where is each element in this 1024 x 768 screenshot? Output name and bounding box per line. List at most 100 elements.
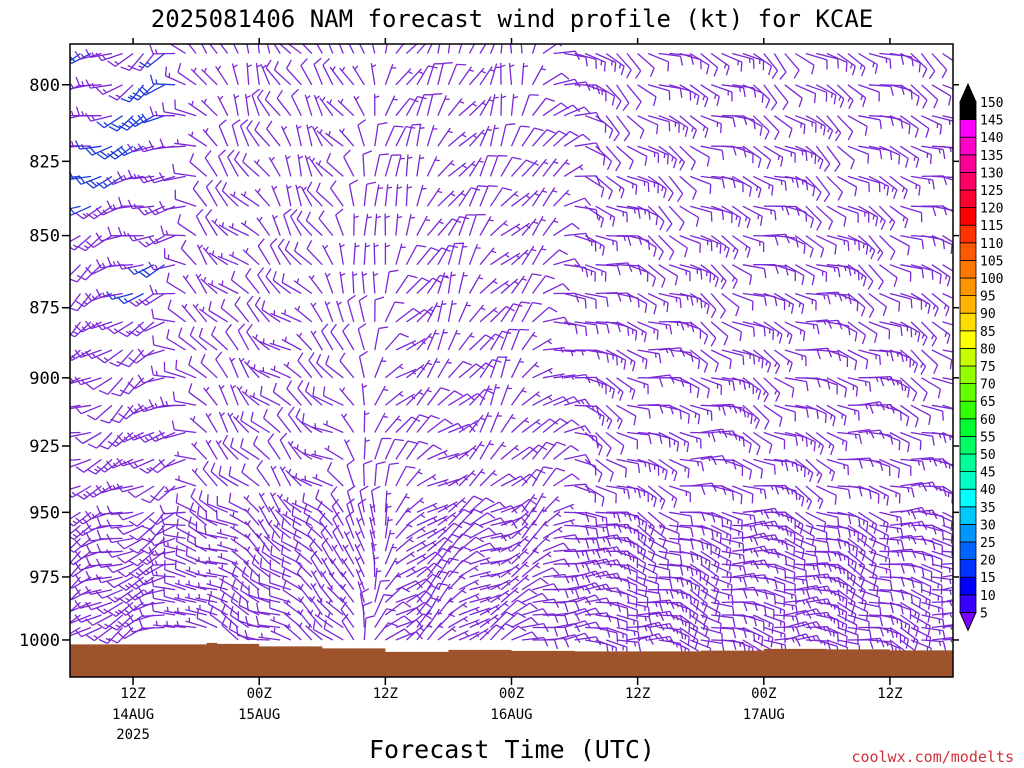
wind-barb-12h-950hpa: [106, 505, 134, 516]
wind-barb-28h-990hpa: [283, 599, 302, 616]
wind-barb-52h-995hpa: [553, 622, 581, 633]
wind-barb-11h-880hpa: [95, 321, 123, 331]
wind-barb-58h-985hpa: [616, 601, 638, 620]
wind-barb-87h-800hpa: [921, 84, 939, 109]
wind-barb-31h-850hpa: [318, 210, 334, 237]
wind-barb-27h-820hpa: [280, 125, 292, 147]
wind-barb-50h-995hpa: [532, 626, 559, 637]
wind-barb-16h-880hpa: [151, 308, 176, 323]
wind-barb-62h-830hpa: [658, 175, 674, 202]
x-axis-label: Forecast Time (UTC): [369, 735, 655, 764]
wind-barb-12h-980hpa: [107, 589, 134, 603]
wind-barb-54h-930hpa: [574, 458, 597, 476]
wind-barb-46h-890hpa: [489, 330, 512, 351]
wind-barb-63h-900hpa: [669, 377, 692, 394]
wind-barb-51h-790hpa: [542, 44, 562, 55]
wind-barb-38h-830hpa: [405, 154, 413, 177]
wind-barb-35h-900hpa: [374, 357, 387, 379]
wind-barb-35h-930hpa: [374, 437, 392, 460]
wind-barb-54h-850hpa: [574, 234, 597, 252]
wind-barb-38h-800hpa: [405, 68, 424, 86]
wind-barb-57h-830hpa: [605, 175, 625, 199]
wind-barb-84h-830hpa: [889, 175, 908, 200]
wind-barb-23h-980hpa: [231, 566, 250, 591]
wind-barb-82h-955hpa: [868, 524, 890, 546]
wind-barb-78h-840hpa: [826, 205, 847, 227]
wind-barb-44h-850hpa: [468, 214, 486, 236]
wind-barb-56h-810hpa: [595, 115, 614, 139]
wind-barb-71h-930hpa: [753, 458, 776, 475]
wind-barb-27h-965hpa: [271, 530, 292, 552]
wind-barb-39h-980hpa: [416, 573, 442, 591]
wind-barb-78h-820hpa: [826, 145, 841, 172]
wind-barb-12h-900hpa: [111, 377, 134, 397]
wind-barb-33h-830hpa: [343, 149, 355, 177]
plot-inner: [70, 44, 953, 677]
colorbar-label-10: 10: [980, 589, 996, 604]
wind-barb-82h-840hpa: [868, 205, 886, 230]
wind-barb-18h-910hpa: [172, 391, 197, 406]
wind-barb-35h-920hpa: [374, 412, 388, 433]
wind-barb-17h-955hpa: [160, 514, 186, 527]
wind-barb-35h-880hpa: [374, 296, 385, 322]
wind-barb-67h-790hpa: [710, 52, 730, 76]
wind-barb-66h-900hpa: [700, 377, 723, 395]
wind-barb-50h-965hpa: [532, 535, 551, 552]
wind-barb-83h-990hpa: [879, 614, 903, 630]
wind-barb-47h-910hpa: [500, 384, 512, 406]
wind-barb-54h-800hpa: [574, 84, 601, 95]
wind-barb-68h-910hpa: [721, 404, 747, 418]
wind-barb-39h-830hpa: [416, 154, 425, 177]
wind-barb-70h-930hpa: [742, 458, 764, 479]
x-tick-label: 00Z: [247, 686, 272, 702]
colorbar-label-25: 25: [980, 536, 996, 551]
wind-barb-48h-995hpa: [511, 616, 539, 629]
wind-barb-28h-840hpa: [295, 184, 302, 207]
wind-barb-88h-890hpa: [931, 349, 953, 370]
colorbar-swatch-95: [959, 295, 977, 314]
wind-barb-76h-940hpa: [805, 485, 824, 510]
wind-barb-40h-890hpa: [426, 329, 440, 351]
wind-barb-17h-995hpa: [163, 620, 186, 629]
wind-barb-44h-910hpa: [469, 388, 494, 406]
wind-barb-39h-850hpa: [416, 215, 431, 236]
wind-barb-81h-860hpa: [857, 264, 874, 290]
wind-barb-15h-930hpa: [139, 458, 166, 474]
wind-barb-74h-800hpa: [784, 84, 803, 108]
wind-barb-17h-850hpa: [160, 225, 186, 237]
wind-barb-50h-975hpa: [532, 567, 560, 578]
wind-barb-36h-960hpa: [384, 516, 393, 539]
wind-barb-9h-955hpa: [74, 524, 102, 537]
wind-barb-28h-810hpa: [291, 88, 302, 116]
wind-barb-22h-965hpa: [217, 541, 239, 552]
wind-barb-47h-980hpa: [500, 575, 520, 591]
wind-barb-50h-790hpa: [531, 44, 537, 54]
colorbar-label-80: 80: [980, 342, 996, 357]
wind-barb-30h-1000hpa: [305, 623, 323, 641]
wind-barb-50h-980hpa: [532, 583, 560, 592]
wind-barb-38h-950hpa: [405, 497, 425, 513]
wind-barb-27h-840hpa: [285, 184, 292, 207]
wind-barb-65h-990hpa: [689, 614, 709, 637]
wind-barb-53h-930hpa: [563, 453, 591, 464]
colorbar-label-70: 70: [980, 378, 996, 393]
wind-barb-33h-800hpa: [339, 66, 355, 86]
wind-barb-51h-830hpa: [542, 158, 559, 177]
wind-barb-41h-820hpa: [437, 127, 453, 147]
wind-barb-32h-1000hpa: [323, 619, 344, 641]
wind-barb-44h-970hpa: [469, 556, 491, 565]
wind-barb-49h-950hpa: [521, 493, 538, 513]
wind-barb-85h-985hpa: [900, 601, 920, 624]
wind-barb-50h-800hpa: [531, 65, 546, 86]
wind-barb-25h-830hpa: [253, 159, 271, 177]
colorbar-label-115: 115: [980, 219, 1003, 234]
wind-barb-21h-950hpa: [206, 494, 228, 513]
wind-barb-42h-1000hpa: [448, 630, 469, 641]
wind-barb-62h-850hpa: [658, 235, 675, 261]
wind-barb-34h-800hpa: [352, 65, 365, 86]
wind-barb-12h-810hpa: [108, 115, 134, 132]
colorbar-label-20: 20: [980, 554, 996, 569]
wind-barb-60h-850hpa: [637, 235, 657, 257]
wind-barb-47h-900hpa: [500, 356, 511, 378]
